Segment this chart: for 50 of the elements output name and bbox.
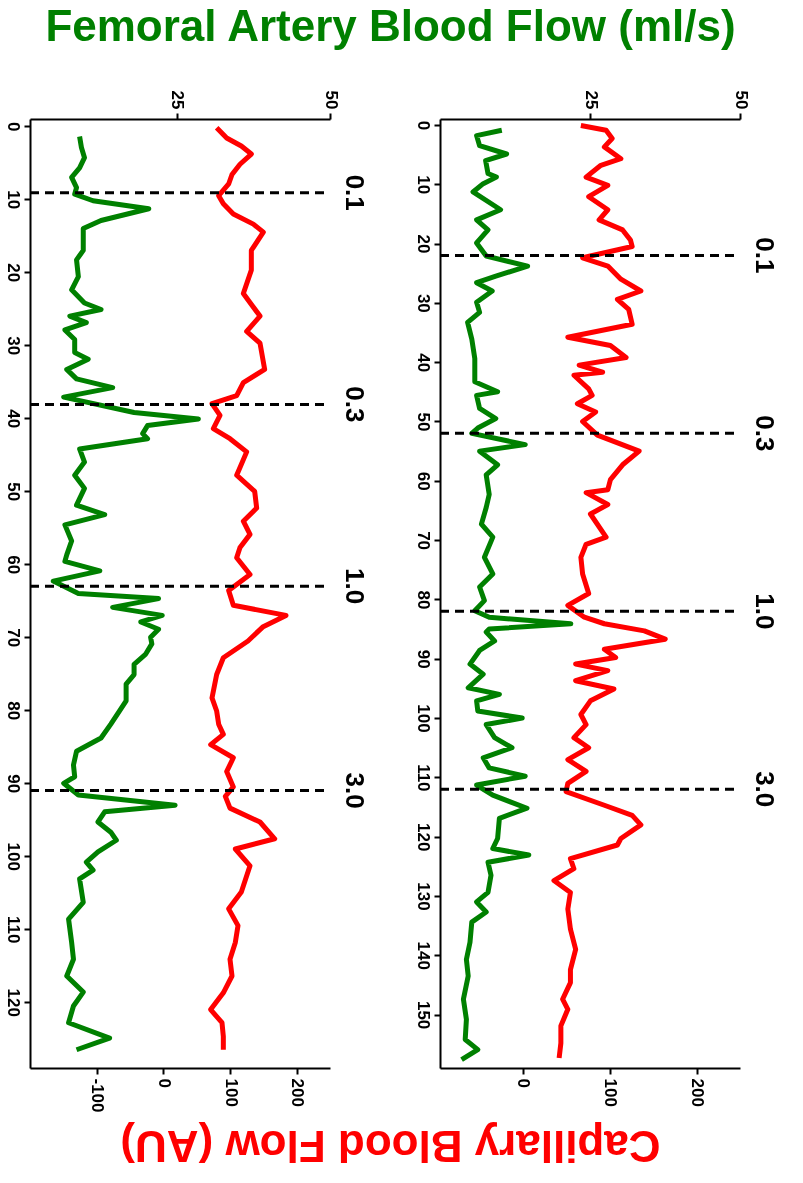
y-tick-label: 130 xyxy=(413,882,433,911)
x2-axis-title: Femoral Artery Blood Flow (ml/s) xyxy=(45,1,736,51)
text: 0.3 xyxy=(340,386,370,423)
x-tick-label: 200 xyxy=(288,1078,308,1107)
y-tick-label: 150 xyxy=(413,1000,433,1030)
y-tick-label: 60 xyxy=(3,555,23,575)
x2-tick-label: 50 xyxy=(321,90,341,110)
y-tick-label: 90 xyxy=(413,649,433,669)
y-tick-label: 30 xyxy=(413,293,433,313)
x-tick-label: 0 xyxy=(154,1078,174,1088)
y-tick-label: 110 xyxy=(413,764,433,792)
x-tick-label: 100 xyxy=(601,1078,621,1107)
text: 1.0 xyxy=(750,593,780,630)
y-tick-label: 90 xyxy=(3,774,23,794)
y-tick-label: 70 xyxy=(413,531,433,551)
x-tick-label: 100 xyxy=(221,1078,241,1107)
x-tick-label: -100 xyxy=(88,1078,108,1113)
y-tick-label: 50 xyxy=(3,482,23,502)
text: 3.0 xyxy=(340,772,370,809)
text: 0.1 xyxy=(750,237,780,274)
x-tick-label: 200 xyxy=(688,1078,708,1107)
y-tick-label: 0 xyxy=(413,120,433,131)
x2-tick-label: 25 xyxy=(581,90,601,110)
y-tick-label: 50 xyxy=(413,412,433,432)
y-tick-label: 120 xyxy=(3,988,23,1017)
y-tick-label: 20 xyxy=(413,234,433,254)
y-tick-label: 60 xyxy=(413,471,433,491)
text: 0.3 xyxy=(750,415,780,452)
y-tick-label: 0 xyxy=(3,122,23,132)
y-tick-label: 40 xyxy=(3,409,23,429)
y-tick-label: 70 xyxy=(3,628,23,648)
text: 3.0 xyxy=(750,771,780,808)
y-tick-label: 140 xyxy=(413,941,433,970)
y-tick-label: 100 xyxy=(3,842,23,871)
text: 0.1 xyxy=(340,174,370,211)
y-tick-label: 10 xyxy=(3,190,23,210)
y-tick-label: 10 xyxy=(413,175,433,195)
y-tick-label: 20 xyxy=(3,263,23,283)
x2-tick-label: 25 xyxy=(168,90,188,110)
y-tick-label: 80 xyxy=(3,701,23,721)
x-axis-title: Capillary Blood Flow (AU) xyxy=(120,1122,661,1172)
y-tick-label: 40 xyxy=(413,353,433,373)
x2-tick-label: 50 xyxy=(731,90,751,110)
y-tick-label: 120 xyxy=(413,822,433,852)
x-tick-label: 0 xyxy=(514,1078,534,1088)
y-tick-label: 100 xyxy=(413,704,433,733)
y-tick-label: 80 xyxy=(413,590,433,610)
text: 1.0 xyxy=(340,568,370,605)
y-tick-label: 30 xyxy=(3,336,23,356)
y-tick-label: 110 xyxy=(3,916,23,944)
